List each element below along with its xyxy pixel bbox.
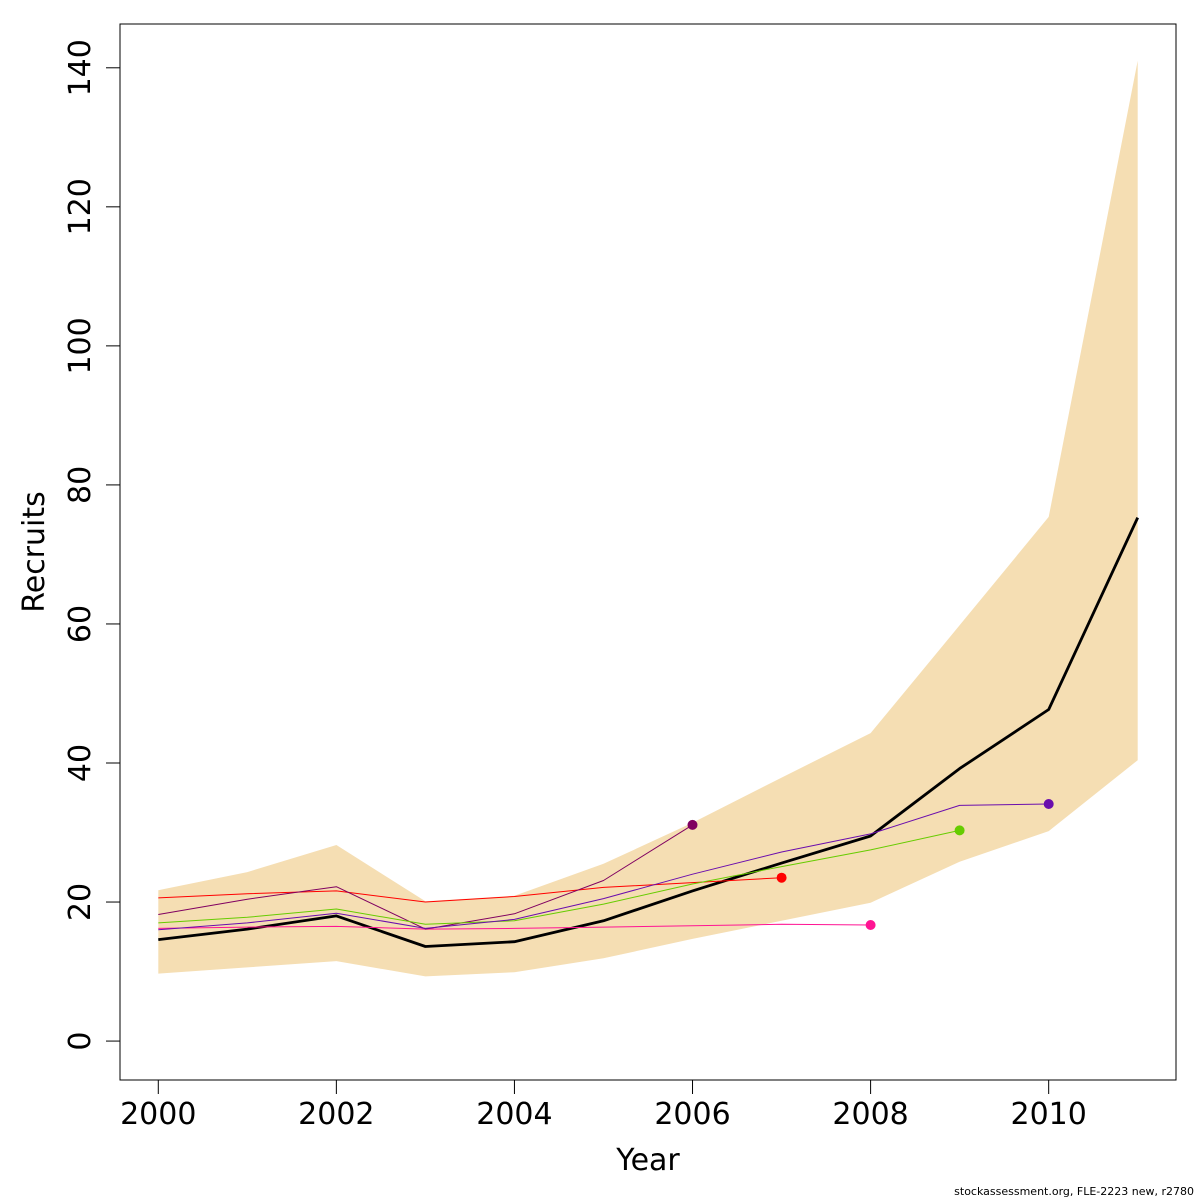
x-axis: 2000 2002 2004 2006 2008 2010 xyxy=(120,1079,1087,1132)
series-line-5 xyxy=(158,803,1049,931)
x-tick-label: 2000 xyxy=(120,1097,196,1132)
y-tick-label: 40 xyxy=(63,744,98,782)
x-axis-title: Year xyxy=(615,1143,680,1178)
series-end-point-3 xyxy=(687,819,698,830)
x-tick-label: 2008 xyxy=(832,1097,908,1132)
series-end-point-5 xyxy=(1043,799,1054,809)
y-axis-title: Recruits xyxy=(17,491,52,613)
series-end-point-4 xyxy=(954,825,965,836)
series-end-point-1 xyxy=(776,872,787,883)
y-tick-label: 140 xyxy=(63,39,98,96)
confidence-band xyxy=(158,60,1138,977)
x-tick-label: 2004 xyxy=(476,1097,552,1132)
x-tick-label: 2010 xyxy=(1010,1097,1086,1132)
y-tick-label: 0 xyxy=(63,1032,98,1051)
y-tick-label: 20 xyxy=(63,883,98,921)
series-layer xyxy=(158,517,1139,948)
x-tick-label: 2006 xyxy=(654,1097,730,1132)
series-line-1 xyxy=(158,877,782,903)
y-tick-label: 60 xyxy=(63,605,98,643)
footer-credit: stockassessment.org, FLE-2223 new, r2780 xyxy=(954,1185,1194,1198)
series-line-2 xyxy=(158,923,871,930)
x-tick-label: 2002 xyxy=(298,1097,374,1132)
y-tick-label: 80 xyxy=(63,466,98,504)
y-tick-label: 100 xyxy=(63,317,98,374)
y-axis: 0 20 40 60 80 100 120 140 xyxy=(63,39,121,1051)
confidence-band-layer xyxy=(158,60,1138,977)
series-line-3 xyxy=(158,824,693,930)
series-end-point-2 xyxy=(865,920,876,930)
series-line-0 xyxy=(158,517,1139,948)
series-line-4 xyxy=(158,829,960,925)
y-tick-label: 120 xyxy=(63,178,98,235)
